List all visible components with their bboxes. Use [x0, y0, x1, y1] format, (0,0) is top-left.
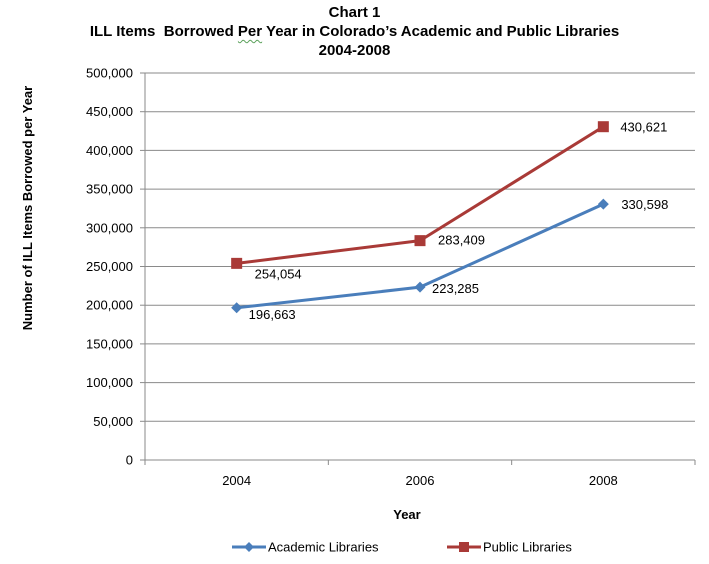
y-tick-label: 450,000	[86, 104, 133, 119]
y-tick-label: 250,000	[86, 259, 133, 274]
y-tick-labels: 0 50,000 100,000 150,000 200,000 250,000 300,0…	[86, 66, 133, 468]
y-tick-label: 150,000	[86, 336, 133, 351]
title-part-4: Year in Colorado’s Academic and Public L…	[266, 23, 620, 40]
gridlines	[140, 72, 695, 461]
y-tick-label: 400,000	[86, 143, 133, 158]
x-tick-labels: 2004 2006 2008	[222, 473, 618, 488]
x-axis-label: Year	[393, 507, 420, 522]
chart-title-line3: 2004-2008	[318, 42, 391, 59]
axes	[144, 73, 696, 465]
y-tick-label: 300,000	[86, 220, 133, 235]
chart-title-line1: Chart 1	[328, 4, 381, 21]
diamond-marker	[597, 198, 609, 210]
square-marker	[231, 257, 243, 269]
x-tick-label: 2008	[589, 473, 618, 488]
legend-label: Public Libraries	[483, 540, 572, 555]
y-tick-label: 500,000	[86, 66, 133, 81]
y-tick-label: 100,000	[86, 375, 133, 390]
square-marker	[597, 121, 609, 133]
y-tick-label: 200,000	[86, 298, 133, 313]
legend-label: Academic Libraries	[268, 540, 379, 555]
data-label: 430,621	[620, 120, 667, 135]
diamond-marker	[244, 542, 254, 552]
data-labels-group: 196,663 223,285 330,598 254,054 283,409 430,6…	[249, 120, 669, 322]
diamond-marker	[231, 302, 243, 314]
y-axis-label: Number of ILL Items Borrowed per Year	[20, 86, 35, 330]
data-label: 330,598	[621, 197, 668, 212]
data-label: 196,663	[249, 307, 296, 322]
y-tick-label: 0	[126, 453, 133, 468]
x-tick-label: 2004	[222, 473, 251, 488]
data-label: 223,285	[432, 281, 479, 296]
y-tick-label: 50,000	[93, 414, 133, 429]
diamond-marker	[414, 281, 426, 293]
square-marker	[459, 542, 469, 552]
series-group	[231, 121, 609, 314]
y-tick-label: 350,000	[86, 182, 133, 197]
title-part-3: Per	[237, 23, 263, 40]
square-marker	[414, 235, 426, 247]
legend: Academic Libraries Public Libraries	[232, 540, 572, 555]
title-part-1: ILL Items	[89, 23, 156, 40]
data-label: 283,409	[438, 233, 485, 248]
x-tick-label: 2006	[406, 473, 435, 488]
title-part-2: Borrowed	[163, 23, 234, 40]
data-label: 254,054	[255, 266, 302, 281]
chart-title-line2: ILL Items Borrowed Per Year in Colorado’…	[0, 22, 709, 41]
